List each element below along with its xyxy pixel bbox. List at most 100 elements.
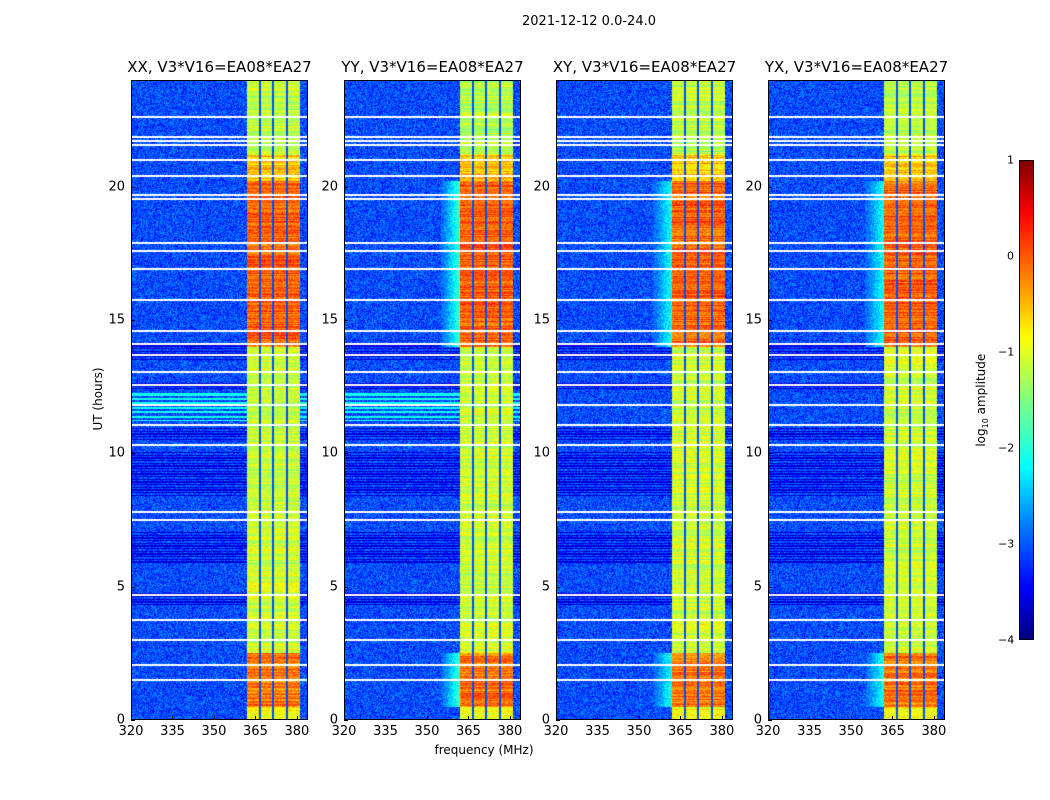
x-axis-label: frequency (MHz)	[434, 743, 534, 757]
x-tick-mark	[768, 716, 769, 720]
y-axis-label: UT (hours)	[91, 367, 105, 431]
y-tick-mark	[344, 720, 348, 721]
x-tick-label: 380	[921, 724, 947, 739]
y-tick-mark	[344, 186, 348, 188]
x-tick-mark	[597, 716, 599, 720]
heatmap-image	[344, 80, 521, 720]
x-tick-mark	[255, 716, 257, 720]
y-tick-label: 15	[321, 312, 338, 328]
heatmap-image	[131, 80, 308, 720]
x-tick-mark	[213, 716, 215, 720]
x-tick-mark	[468, 716, 470, 720]
y-tick-label: 0	[753, 712, 762, 728]
colorbar-tick-label: −4	[998, 633, 1015, 647]
x-tick-label: 335	[373, 724, 398, 739]
x-tick-mark	[933, 716, 935, 720]
x-tick-mark	[426, 716, 428, 720]
x-tick-mark	[509, 716, 511, 720]
axes-frame	[131, 80, 308, 720]
y-tick-mark	[131, 186, 135, 188]
y-tick-label: 20	[745, 179, 762, 195]
colorbar-tick-label: −1	[998, 345, 1015, 359]
axes-frame	[768, 80, 945, 720]
y-tick-label: 0	[116, 712, 125, 728]
y-tick-mark	[768, 720, 772, 721]
y-tick-mark	[131, 586, 135, 588]
x-tick-mark	[556, 716, 557, 720]
y-tick-label: 5	[541, 579, 550, 595]
x-tick-mark	[344, 716, 345, 720]
waterfall-panel: XY, V3*V16=EA08*EA27 0 5 10 15 20 320 335 350 365…	[533, 58, 736, 739]
x-tick-mark	[172, 716, 174, 720]
y-tick-mark	[768, 320, 772, 321]
x-tick-label: 335	[585, 724, 610, 739]
figure-title: 2021-12-12 0.0-24.0	[522, 14, 656, 29]
x-tick-mark	[850, 716, 852, 720]
y-tick-mark	[556, 586, 560, 588]
y-tick-mark	[556, 720, 560, 721]
x-tick-label: 365	[456, 724, 481, 739]
x-tick-label: 335	[797, 724, 822, 739]
panel-title: YX, V3*V16=EA08*EA27	[764, 58, 949, 76]
y-tick-label: 10	[321, 445, 338, 461]
x-tick-label: 365	[668, 724, 693, 739]
y-tick-label: 0	[329, 712, 338, 728]
y-tick-label: 5	[116, 579, 125, 595]
y-tick-label: 20	[533, 179, 550, 195]
colorbar-tick-label: 0	[1007, 249, 1014, 263]
waterfall-panel: YX, V3*V16=EA08*EA27 0 5 10 15 20 320 335 350 365…	[745, 58, 948, 739]
x-tick-label: 380	[497, 724, 523, 739]
y-tick-label: 20	[108, 179, 125, 195]
y-tick-label: 5	[753, 579, 762, 595]
axes-frame	[556, 80, 733, 720]
colorbar-label: log10 amplitude	[973, 353, 991, 447]
x-tick-mark	[680, 716, 682, 720]
y-tick-label: 10	[745, 445, 762, 461]
x-tick-label: 350	[838, 724, 864, 739]
x-tick-mark	[131, 716, 132, 720]
y-tick-label: 15	[108, 312, 125, 328]
y-tick-mark	[131, 453, 135, 455]
y-tick-mark	[556, 320, 560, 321]
y-tick-mark	[768, 186, 772, 188]
y-tick-label: 0	[541, 712, 550, 728]
x-tick-label: 365	[243, 724, 268, 739]
panel-title: XX, V3*V16=EA08*EA27	[127, 58, 312, 76]
x-tick-label: 320	[543, 724, 569, 739]
x-tick-label: 350	[626, 724, 652, 739]
x-tick-mark	[296, 716, 298, 720]
x-tick-mark	[385, 716, 387, 720]
y-tick-mark	[344, 586, 348, 588]
panel-title: XY, V3*V16=EA08*EA27	[552, 58, 737, 76]
waterfall-panel: XX, V3*V16=EA08*EA27 0 5 10 15 20 320 335 350 365…	[108, 58, 311, 739]
y-tick-label: 20	[321, 179, 338, 195]
y-tick-mark	[131, 720, 135, 721]
y-tick-mark	[344, 453, 348, 455]
panel-title: YY, V3*V16=EA08*EA27	[341, 58, 524, 76]
x-tick-label: 320	[331, 724, 357, 739]
x-tick-mark	[721, 716, 723, 720]
heatmap-image	[556, 80, 733, 720]
y-tick-mark	[131, 320, 135, 321]
y-tick-mark	[556, 186, 560, 188]
axes-frame	[344, 80, 521, 720]
colorbar-tick-label: −3	[998, 537, 1015, 551]
y-tick-mark	[344, 320, 348, 321]
heatmap-image	[768, 80, 945, 720]
x-tick-label: 380	[284, 724, 310, 739]
y-tick-mark	[768, 586, 772, 588]
x-tick-mark	[809, 716, 811, 720]
x-tick-label: 335	[160, 724, 185, 739]
y-tick-mark	[768, 453, 772, 455]
x-tick-label: 320	[755, 724, 781, 739]
x-tick-mark	[892, 716, 894, 720]
x-tick-label: 380	[709, 724, 735, 739]
colorbar-tick-label: −2	[998, 441, 1015, 455]
colorbar	[1019, 160, 1034, 640]
y-tick-label: 15	[745, 312, 762, 328]
x-tick-label: 350	[201, 724, 227, 739]
x-tick-mark	[638, 716, 640, 720]
colorbar-tick-label: 1	[1007, 153, 1014, 167]
waterfall-panel: YY, V3*V16=EA08*EA27 0 5 10 15 20 320 335 350 365…	[321, 58, 523, 739]
